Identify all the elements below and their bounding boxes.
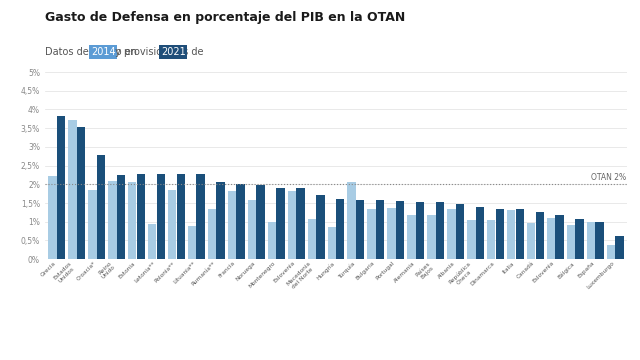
Bar xyxy=(108,181,116,259)
Bar xyxy=(148,224,156,259)
Bar xyxy=(208,209,216,259)
Bar xyxy=(188,226,196,259)
Bar xyxy=(567,225,575,259)
Bar xyxy=(216,183,225,259)
Bar xyxy=(48,176,57,259)
Bar xyxy=(476,207,484,259)
Bar xyxy=(248,200,256,259)
Bar xyxy=(456,204,464,259)
Bar xyxy=(367,209,376,259)
Bar xyxy=(157,174,165,259)
Bar xyxy=(495,209,504,259)
Bar xyxy=(547,218,556,259)
Bar xyxy=(196,174,205,259)
Bar xyxy=(97,155,105,259)
Bar xyxy=(396,201,404,259)
Bar xyxy=(348,182,356,259)
Bar xyxy=(556,215,564,259)
Bar xyxy=(527,223,535,259)
Bar xyxy=(376,201,385,259)
Bar xyxy=(467,220,476,259)
Bar xyxy=(328,227,336,259)
Bar xyxy=(168,190,177,259)
Bar xyxy=(516,209,524,259)
Text: Datos del gasto en: Datos del gasto en xyxy=(45,47,140,57)
Bar xyxy=(256,185,265,259)
Bar xyxy=(615,236,624,259)
Bar xyxy=(308,219,316,259)
Bar xyxy=(447,209,456,259)
Bar xyxy=(356,201,364,259)
Bar xyxy=(316,195,324,259)
Text: 2014: 2014 xyxy=(91,47,116,57)
Text: Gasto de Defensa en porcentaje del PIB en la OTAN: Gasto de Defensa en porcentaje del PIB e… xyxy=(45,11,405,24)
Bar xyxy=(536,212,544,259)
Bar xyxy=(436,202,444,259)
Bar xyxy=(296,188,305,259)
Bar xyxy=(487,220,495,259)
Bar xyxy=(387,208,396,259)
Text: y provisionales de: y provisionales de xyxy=(112,47,207,57)
Bar xyxy=(507,210,515,259)
Bar xyxy=(595,222,604,259)
Bar xyxy=(575,219,584,259)
Bar xyxy=(268,222,276,259)
Bar xyxy=(287,191,296,259)
Bar xyxy=(116,175,125,259)
Bar xyxy=(587,222,595,259)
Bar xyxy=(77,127,85,259)
Bar xyxy=(68,120,77,259)
Bar xyxy=(336,199,344,259)
Bar xyxy=(128,183,136,259)
Bar xyxy=(416,202,424,259)
Text: 2021: 2021 xyxy=(161,47,186,57)
Bar xyxy=(228,191,236,259)
Bar xyxy=(137,174,145,259)
Text: OTAN 2%: OTAN 2% xyxy=(591,173,626,182)
Bar xyxy=(428,215,436,259)
Bar xyxy=(88,190,97,259)
Bar xyxy=(607,245,615,259)
Bar xyxy=(57,116,65,259)
Bar xyxy=(177,174,185,259)
Bar xyxy=(407,215,416,259)
Bar xyxy=(236,184,244,259)
Bar xyxy=(276,188,285,259)
